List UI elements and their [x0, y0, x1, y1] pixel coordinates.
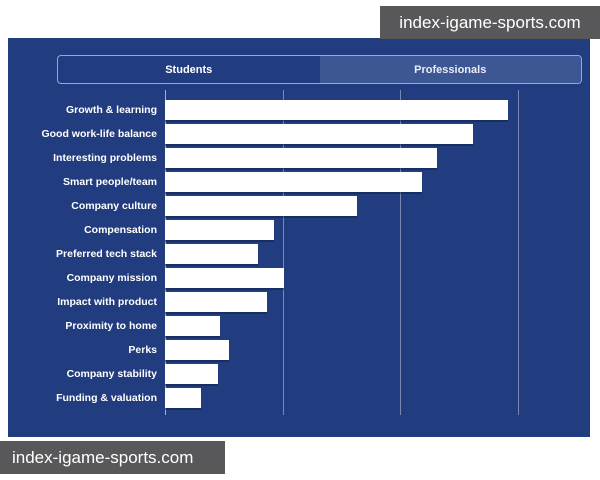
- bar: [165, 196, 357, 216]
- bar: [165, 292, 268, 312]
- bar-label: Impact with product: [57, 296, 157, 308]
- bar-label: Perks: [128, 344, 157, 356]
- bar-label: Company mission: [66, 272, 157, 284]
- tab-bar: Students Professionals: [57, 55, 582, 84]
- bar-track: [165, 124, 570, 144]
- bar-row: Smart people/team: [8, 170, 570, 194]
- watermark-top-text: index-igame-sports.com: [399, 12, 581, 32]
- bar-label: Company culture: [71, 200, 157, 212]
- tab-students-label: Students: [165, 63, 213, 76]
- bar-track: [165, 364, 570, 384]
- tab-professionals[interactable]: Professionals: [319, 56, 581, 83]
- bar-row: Company mission: [8, 266, 570, 290]
- bar-label: Proximity to home: [65, 320, 157, 332]
- bar-track: [165, 268, 570, 288]
- bar-track: [165, 196, 570, 216]
- bar-row: Good work-life balance: [8, 122, 570, 146]
- bar: [165, 220, 275, 240]
- bar-track: [165, 148, 570, 168]
- watermark-bottom: index-igame-sports.com: [0, 441, 225, 474]
- bar-row: Funding & valuation: [8, 386, 570, 410]
- bar: [165, 124, 474, 144]
- bar-track: [165, 244, 570, 264]
- bar-track: [165, 100, 570, 120]
- bar: [165, 340, 229, 360]
- bar-row: Impact with product: [8, 290, 570, 314]
- bar: [165, 316, 221, 336]
- bar-row: Company culture: [8, 194, 570, 218]
- bar-label: Smart people/team: [63, 176, 157, 188]
- bar-label: Preferred tech stack: [56, 248, 157, 260]
- tab-professionals-label: Professionals: [414, 63, 487, 76]
- bar-row: Compensation: [8, 218, 570, 242]
- chart-panel: Students Professionals Growth & learning…: [8, 38, 590, 437]
- bar-track: [165, 340, 570, 360]
- bar-row: Growth & learning: [8, 98, 570, 122]
- bar-track: [165, 220, 570, 240]
- bar-label: Interesting problems: [53, 152, 157, 164]
- bar-row: Interesting problems: [8, 146, 570, 170]
- bar-rows: Growth & learning Good work-life balance I…: [8, 98, 570, 410]
- watermark-top: index-igame-sports.com: [380, 6, 600, 39]
- bar: [165, 100, 508, 120]
- bar-row: Company stability: [8, 362, 570, 386]
- bar-label: Funding & valuation: [56, 392, 157, 404]
- bar-row: Preferred tech stack: [8, 242, 570, 266]
- bar: [165, 268, 284, 288]
- watermark-bottom-text: index-igame-sports.com: [12, 447, 194, 467]
- tab-students[interactable]: Students: [58, 56, 320, 83]
- bar-row: Perks: [8, 338, 570, 362]
- bar: [165, 244, 259, 264]
- bar-row: Proximity to home: [8, 314, 570, 338]
- bar-label: Company stability: [66, 368, 157, 380]
- bar-track: [165, 388, 570, 408]
- bar: [165, 148, 437, 168]
- bar-label: Growth & learning: [65, 104, 157, 116]
- bar: [165, 364, 218, 384]
- bar-label: Compensation: [84, 224, 157, 236]
- bar-track: [165, 292, 570, 312]
- bar: [165, 388, 202, 408]
- bar-label: Good work-life balance: [41, 128, 157, 140]
- bar-track: [165, 172, 570, 192]
- bar-track: [165, 316, 570, 336]
- bar: [165, 172, 422, 192]
